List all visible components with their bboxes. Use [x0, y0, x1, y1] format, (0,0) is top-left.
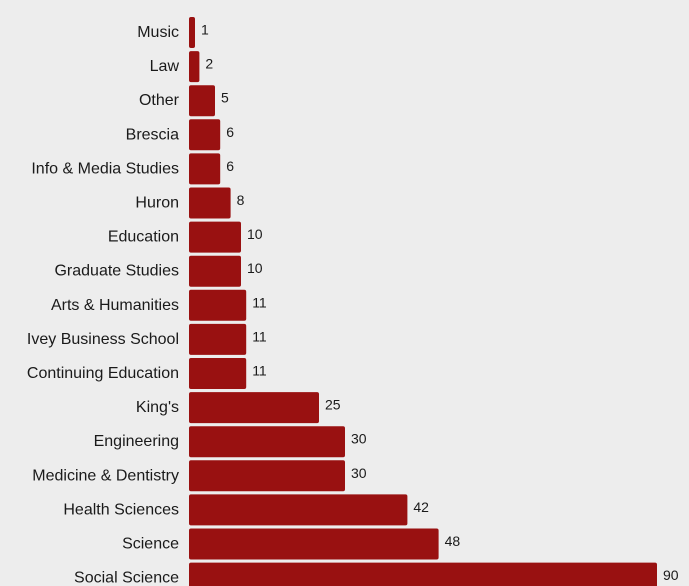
- category-labels-group: Music Law Other Brescia Info & Media Studies…: [27, 24, 180, 586]
- bar-education: [189, 221, 241, 253]
- category-label-brescia: Brescia: [126, 126, 179, 143]
- category-label-engineering: Engineering: [94, 433, 179, 450]
- bar-brescia: [189, 119, 221, 151]
- bar-medicine-and-dentistry: [189, 460, 345, 492]
- value-label-engineering: 30: [351, 431, 367, 447]
- bar-info-and-media-studies: [189, 153, 221, 185]
- bar-health-sciences: [189, 494, 408, 526]
- category-label-science: Science: [122, 536, 179, 553]
- bar-ivey-business-school: [189, 323, 247, 355]
- value-label-science: 48: [445, 533, 461, 549]
- category-label-ivey-business-school: Ivey Business School: [27, 331, 179, 348]
- bar-arts-and-humanities: [189, 289, 247, 321]
- category-label-health-sciences: Health Sciences: [63, 501, 179, 518]
- category-label-other: Other: [139, 92, 180, 109]
- value-label-king-s: 25: [325, 397, 341, 413]
- category-label-graduate-studies: Graduate Studies: [54, 263, 179, 280]
- value-label-law: 2: [205, 56, 213, 72]
- bar-king-s: [189, 392, 319, 424]
- value-label-ivey-business-school: 11: [252, 328, 267, 344]
- value-label-music: 1: [201, 22, 209, 38]
- category-label-arts-and-humanities: Arts & Humanities: [51, 297, 179, 314]
- category-label-education: Education: [108, 229, 179, 246]
- value-label-graduate-studies: 10: [247, 260, 263, 276]
- value-label-medicine-and-dentistry: 30: [351, 465, 367, 481]
- category-label-huron: Huron: [135, 195, 179, 212]
- bar-other: [189, 85, 215, 117]
- category-label-info-and-media-studies: Info & Media Studies: [31, 160, 179, 177]
- value-label-social-science: 90: [663, 567, 679, 583]
- category-label-social-science: Social Science: [74, 570, 179, 586]
- bar-continuing-education: [189, 358, 247, 389]
- value-label-info-and-media-studies: 6: [226, 158, 234, 174]
- bar-graduate-studies: [189, 255, 241, 287]
- value-label-huron: 8: [237, 192, 245, 208]
- category-label-medicine-and-dentistry: Medicine & Dentistry: [32, 467, 179, 484]
- value-label-continuing-education: 11: [252, 363, 267, 379]
- value-label-brescia: 6: [226, 124, 234, 140]
- bar-music: [189, 17, 195, 48]
- value-label-arts-and-humanities: 11: [252, 294, 267, 310]
- bar-law: [189, 51, 200, 83]
- bar-engineering: [189, 426, 345, 458]
- value-label-health-sciences: 42: [413, 499, 429, 515]
- category-label-law: Law: [150, 58, 180, 75]
- category-label-king-s: King's: [136, 399, 179, 416]
- bar-social-science: [189, 562, 657, 586]
- value-label-education: 10: [247, 226, 263, 242]
- bars-group: [189, 17, 657, 586]
- value-label-other: 5: [221, 90, 229, 106]
- category-label-music: Music: [137, 24, 179, 41]
- bar-huron: [189, 187, 231, 219]
- bar-science: [189, 528, 439, 560]
- category-label-continuing-education: Continuing Education: [27, 365, 179, 382]
